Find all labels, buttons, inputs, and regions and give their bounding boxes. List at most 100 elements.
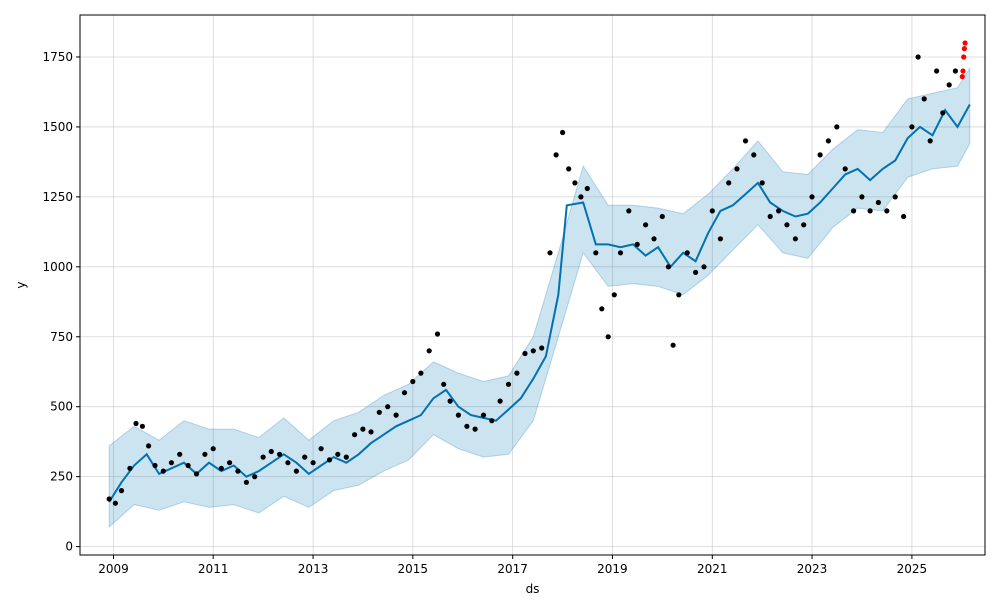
observed-point [385,404,391,410]
highlight-point [961,54,967,60]
observed-point [952,68,959,74]
observed-point [277,451,283,457]
x-tick-label: 2013 [298,562,329,576]
y-tick-label: 1500 [42,120,73,134]
observed-point [418,370,424,376]
observed-point [676,292,682,298]
observed-point [218,465,224,471]
y-tick-label: 500 [50,400,73,414]
observed-point [139,423,145,429]
y-tick-label: 0 [65,540,73,554]
observed-point [875,199,882,206]
highlight-point-layer [959,40,968,80]
observed-point [684,250,690,256]
y-tick-label: 1250 [42,190,73,204]
observed-point [472,426,478,432]
x-tick-label: 2023 [797,562,828,576]
x-tick-label: 2009 [98,562,129,576]
observed-point [268,448,274,455]
observed-point [560,129,566,136]
observed-point [426,348,432,354]
observed-point [825,138,832,144]
y-tick-label: 1000 [42,260,73,274]
observed-point [909,124,915,130]
observed-point [792,236,799,242]
forecast-line [108,104,971,503]
observed-point [193,471,200,477]
observed-point [651,236,657,242]
observed-point [522,350,528,357]
observed-point [670,342,676,348]
observed-point [884,208,890,214]
observed-point [834,124,840,130]
observed-point [759,180,765,186]
observed-point [611,292,617,298]
observed-point [252,474,258,480]
y-tick-label: 750 [50,330,73,344]
grid-layer [80,15,985,555]
observed-point [235,468,241,474]
observed-point [447,398,453,404]
observed-point [376,409,382,415]
observed-point [168,460,174,466]
x-tick-label: 2015 [398,562,429,576]
observed-point-layer [106,54,959,506]
observed-point [801,222,807,228]
x-tick-label: 2011 [198,562,229,576]
observed-point [578,194,584,200]
highlight-point [960,68,966,74]
observed-point [901,213,907,220]
observed-point [605,334,611,340]
observed-point [343,454,349,460]
observed-point [572,180,578,186]
observed-point [260,454,266,460]
x-tick-label: 2025 [897,562,928,576]
observed-point [127,465,133,471]
observed-point [892,194,898,200]
observed-point [539,345,545,351]
observed-point [441,381,447,387]
observed-point [921,96,927,102]
observed-point [505,381,512,387]
observed-point [767,213,773,220]
observed-point [514,370,520,376]
observed-point [553,152,559,158]
observed-point [410,378,416,385]
x-axis-label: ds [526,582,540,596]
observed-point [751,152,757,158]
observed-point [202,451,208,457]
observed-point [352,432,358,438]
highlight-point [962,40,968,46]
observed-point [464,423,470,429]
observed-point [927,138,933,144]
highlight-point [959,74,965,80]
forecast-line-layer [108,104,971,503]
observed-point [118,488,125,494]
observed-point [809,194,815,200]
observed-point [776,208,782,214]
observed-point [784,222,790,228]
observed-point [717,236,724,242]
x-tick-label: 2017 [497,562,528,576]
observed-point [185,462,191,469]
observed-point [480,412,487,418]
plot-frame [79,14,986,556]
observed-point [401,390,408,396]
observed-point [133,420,139,427]
observed-point [940,110,946,116]
observed-point [915,54,921,60]
y-axis-label: y [14,281,28,288]
observed-point [393,412,399,418]
observed-point [643,222,649,228]
observed-point [659,213,665,220]
observed-point [326,457,333,463]
observed-point [742,138,749,144]
observed-point [817,152,823,158]
observed-point [851,208,857,214]
x-tick-label: 2021 [697,562,728,576]
observed-point [152,462,158,469]
observed-point [310,460,316,466]
observed-point [489,418,495,424]
